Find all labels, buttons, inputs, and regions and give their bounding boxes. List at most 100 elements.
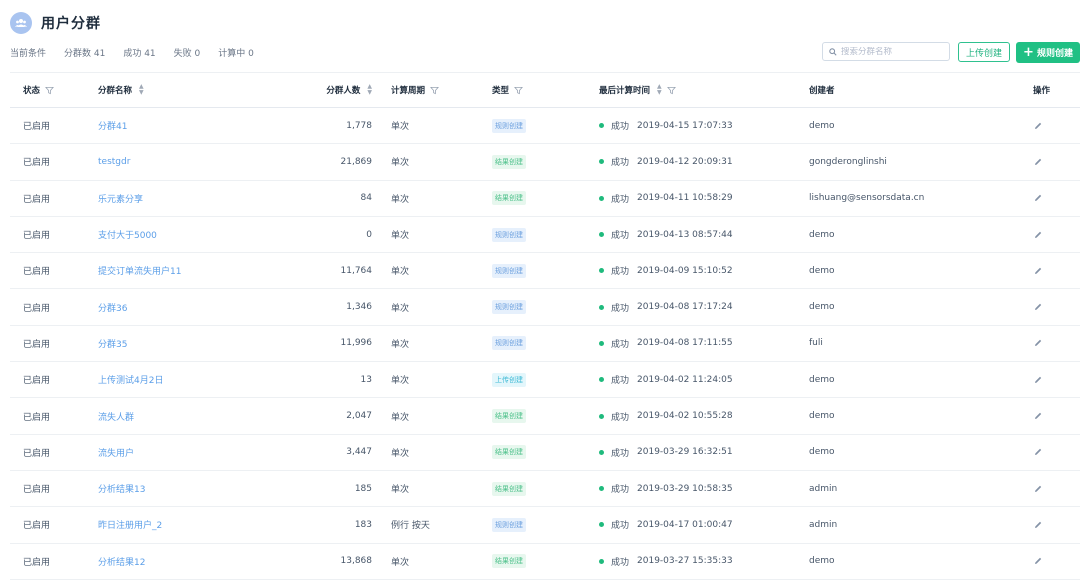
result-text: 成功 <box>611 521 630 532</box>
edit-icon[interactable] <box>1033 520 1043 530</box>
success-dot-icon <box>599 413 604 419</box>
table-row: 已启用 昨日注册用户_2 183 例行 按天 规则创建 成功 2019-04-17 01:0… <box>10 507 1080 544</box>
group-name-link[interactable]: 分群35 <box>98 339 128 350</box>
compute-cycle: 单次 <box>391 122 410 133</box>
rule-create-label: 规则创建 <box>1036 49 1073 59</box>
success-dot-icon <box>599 558 604 564</box>
last-compute-time: 2019-03-27 15:35:33 <box>637 556 733 567</box>
group-name-link[interactable]: testgdr <box>98 156 131 167</box>
edit-icon[interactable] <box>1033 230 1043 240</box>
group-count: 185 <box>354 483 372 494</box>
group-name-link[interactable]: 上传测试4月2日 <box>98 376 164 387</box>
compute-cycle: 单次 <box>391 231 410 242</box>
result-text: 成功 <box>611 485 630 496</box>
status-text: 已启用 <box>23 448 51 459</box>
compute-cycle: 单次 <box>391 485 410 496</box>
success-dot-icon <box>599 377 604 383</box>
edit-icon[interactable] <box>1033 302 1043 312</box>
edit-icon[interactable] <box>1033 447 1043 457</box>
result-text: 成功 <box>611 122 630 133</box>
table-body: 已启用 分群41 1,778 单次 规则创建 成功 2019-04-15 17:07:33 d… <box>10 108 1080 580</box>
filter-icon[interactable] <box>45 86 54 95</box>
header-creator: 创建者 <box>809 86 835 96</box>
table-row: 已启用 分析结果13 185 单次 结果创建 成功 2019-03-29 10:58:35 a… <box>10 471 1080 508</box>
status-text: 已启用 <box>23 158 51 169</box>
search-icon <box>829 47 837 56</box>
table-row: 已启用 乐元素分享 84 单次 结果创建 成功 2019-04-11 10:58:29 lis… <box>10 181 1080 217</box>
group-name-link[interactable]: 流失用户 <box>98 448 135 459</box>
compute-cycle: 例行 按天 <box>391 521 430 532</box>
edit-icon[interactable] <box>1033 121 1043 131</box>
filter-summary: 当前条件 分群数 41 成功 41 失败 0 计算中 0 <box>10 46 272 59</box>
table-row: 已启用 提交订单流失用户11 11,764 单次 规则创建 成功 2019-04-09 15… <box>10 253 1080 290</box>
result-text: 成功 <box>611 303 630 314</box>
compute-cycle: 单次 <box>391 158 410 169</box>
search-input[interactable] <box>837 46 941 57</box>
compute-cycle: 单次 <box>391 194 410 205</box>
group-name-link[interactable]: 支付大于5000 <box>98 231 157 242</box>
group-name-link[interactable]: 分群41 <box>98 122 128 133</box>
sort-icon[interactable]: ▲ ▼ <box>139 83 144 96</box>
edit-icon[interactable] <box>1033 484 1043 494</box>
header-type: 类型 <box>492 73 523 107</box>
group-count: 21,869 <box>340 156 373 167</box>
result-text: 成功 <box>611 267 630 278</box>
sort-icon[interactable]: ▲ ▼ <box>657 83 662 96</box>
filter-icon[interactable] <box>430 86 439 95</box>
table-row: 已启用 支付大于5000 0 单次 规则创建 成功 2019-04-13 08:57:44 d… <box>10 217 1080 254</box>
group-name-link[interactable]: 流失人群 <box>98 412 135 423</box>
result-text: 成功 <box>611 557 630 568</box>
last-compute-time: 2019-03-29 16:32:51 <box>637 447 733 458</box>
creator: demo <box>809 302 835 313</box>
sort-icon[interactable]: ▲ ▼ <box>367 83 372 96</box>
creator: fuli <box>809 338 823 349</box>
status-text: 已启用 <box>23 194 51 205</box>
header-name: 分群名称 ▲ ▼ <box>98 83 144 97</box>
creator: demo <box>809 120 835 131</box>
edit-icon[interactable] <box>1033 338 1043 348</box>
edit-icon[interactable] <box>1033 411 1043 421</box>
page-title: 用户分群 <box>41 16 101 32</box>
table-row: 已启用 分群36 1,346 单次 规则创建 成功 2019-04-08 17:17:24 d… <box>10 289 1080 326</box>
filter-icon[interactable] <box>666 86 676 95</box>
edit-icon[interactable] <box>1033 193 1043 203</box>
filter-label: 当前条件 <box>10 49 47 59</box>
plus-icon: + <box>1023 45 1034 60</box>
last-compute-time: 2019-04-08 17:11:55 <box>637 338 733 349</box>
creator: demo <box>809 229 835 240</box>
success-dot-icon <box>599 449 604 455</box>
filter-failed[interactable]: 失败 0 <box>173 49 201 59</box>
group-count: 13,868 <box>340 556 373 567</box>
header-count: 分群人数 ▲ ▼ <box>326 83 372 97</box>
status-text: 已启用 <box>23 231 51 242</box>
header-time: 最后计算时间 ▲ ▼ <box>599 73 676 107</box>
search-box[interactable] <box>822 42 950 61</box>
filter-success[interactable]: 成功 41 <box>123 49 156 59</box>
status-text: 已启用 <box>23 376 51 387</box>
upload-create-button[interactable]: 上传创建 <box>958 42 1010 62</box>
status-text: 已启用 <box>23 521 51 532</box>
group-count: 1,346 <box>346 302 372 313</box>
group-name-link[interactable]: 昨日注册用户_2 <box>98 521 163 532</box>
success-dot-icon <box>599 340 604 346</box>
status-text: 已启用 <box>23 557 51 568</box>
edit-icon[interactable] <box>1033 375 1043 385</box>
edit-icon[interactable] <box>1033 157 1043 167</box>
creator: demo <box>809 411 835 422</box>
group-name-link[interactable]: 分析结果12 <box>98 557 146 568</box>
group-name-link[interactable]: 乐元素分享 <box>98 194 144 205</box>
filter-icon[interactable] <box>514 86 523 95</box>
compute-cycle: 单次 <box>391 339 410 350</box>
edit-icon[interactable] <box>1033 556 1043 566</box>
last-compute-time: 2019-04-09 15:10:52 <box>637 265 733 276</box>
edit-icon[interactable] <box>1033 266 1043 276</box>
group-name-link[interactable]: 分析结果13 <box>98 485 146 496</box>
group-name-link[interactable]: 分群36 <box>98 303 128 314</box>
group-count: 2,047 <box>346 411 372 422</box>
filter-computing[interactable]: 计算中 0 <box>218 49 254 59</box>
result-text: 成功 <box>611 412 630 423</box>
type-badge: 结果创建 <box>492 481 526 496</box>
filter-total[interactable]: 分群数 41 <box>64 49 106 59</box>
group-name-link[interactable]: 提交订单流失用户11 <box>98 267 182 278</box>
rule-create-button[interactable]: + 规则创建 <box>1016 42 1080 63</box>
